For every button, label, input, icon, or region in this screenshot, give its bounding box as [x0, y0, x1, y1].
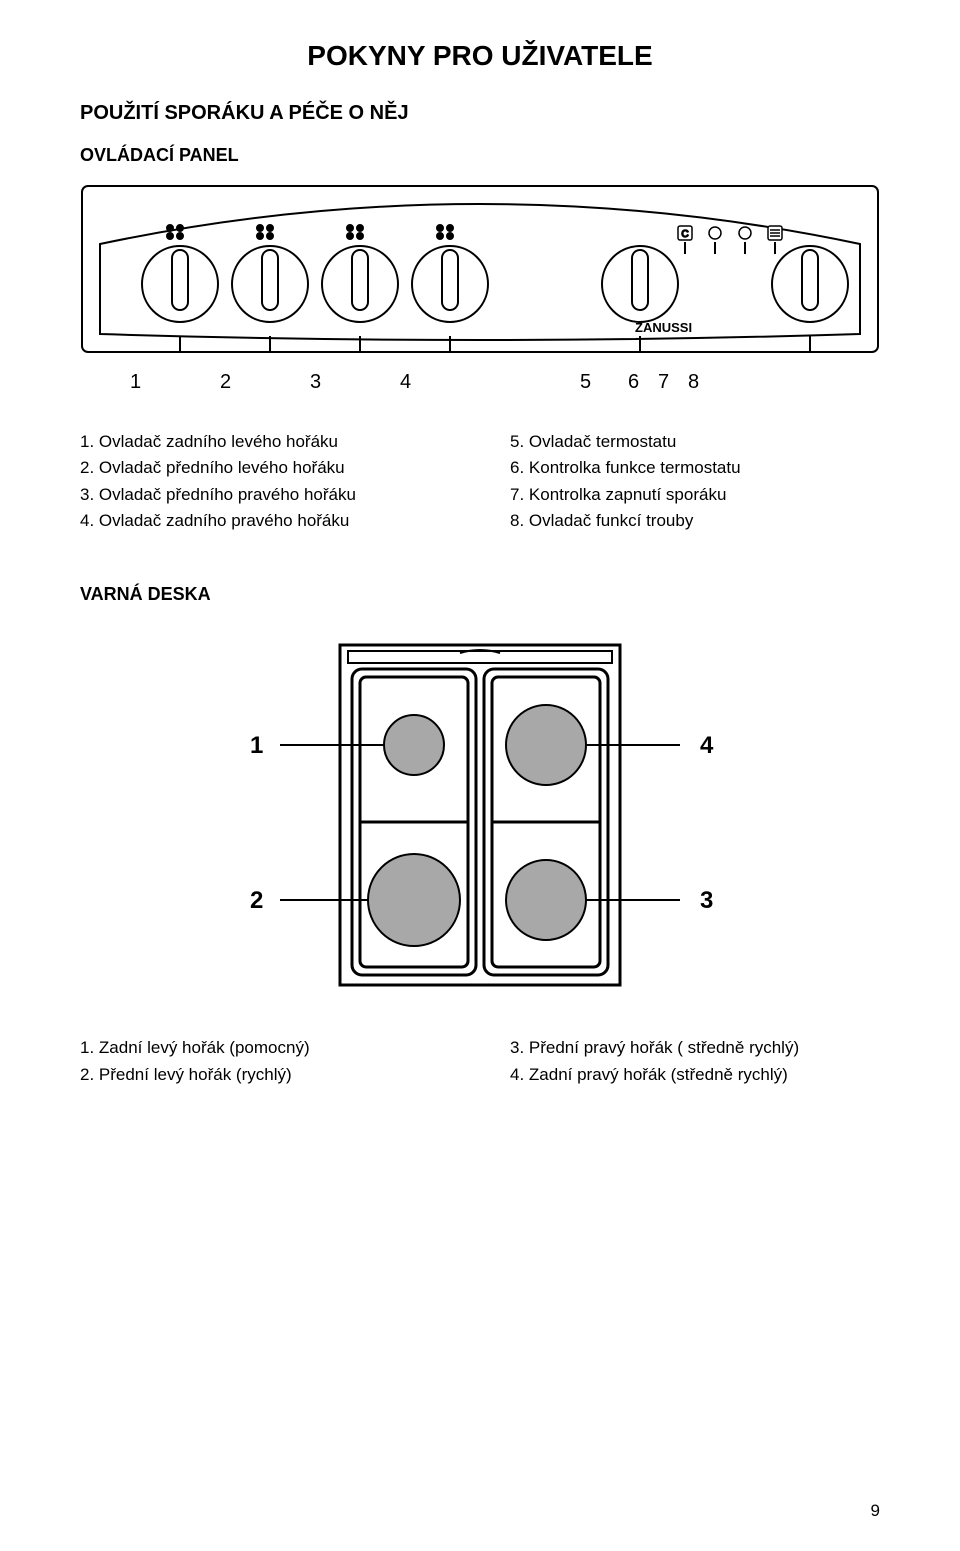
legend-item: 6. Kontrolka funkce termostatu — [510, 455, 880, 481]
panel-num-1: 1 — [130, 371, 220, 394]
legend-item: 1. Zadní levý hořák (pomocný) — [80, 1035, 450, 1061]
brand-text: ZANUSSI — [635, 320, 692, 335]
legend-item: 8. Ovladač funkcí trouby — [510, 508, 880, 534]
panel-legend: 1. Ovladač zadního levého hořáku 2. Ovla… — [80, 429, 880, 534]
panel-number-row: 1 2 3 4 5 6 7 8 — [80, 371, 880, 394]
page-title: POKYNY PRO UŽIVATELE — [80, 40, 880, 72]
panel-num-5: 5 — [580, 371, 628, 394]
burner-br — [506, 860, 586, 940]
page-subtitle: POUŽITÍ SPORÁKU A PÉČE O NĚJ — [80, 102, 880, 125]
panel-num-2: 2 — [220, 371, 310, 394]
legend-item: 2. Přední levý hořák (rychlý) — [80, 1062, 450, 1088]
svg-text:C: C — [681, 229, 688, 240]
panel-num-4: 4 — [400, 371, 580, 394]
knob-5 — [602, 246, 678, 322]
legend-item: 3. Přední pravý hořák ( středně rychlý) — [510, 1035, 880, 1061]
legend-item: 4. Ovladač zadního pravého hořáku — [80, 508, 450, 534]
panel-legend-left: 1. Ovladač zadního levého hořáku 2. Ovla… — [80, 429, 450, 534]
hob-heading: VARNÁ DESKA — [80, 584, 880, 605]
hob-legend-left: 1. Zadní levý hořák (pomocný) 2. Přední … — [80, 1035, 450, 1088]
hob-legend: 1. Zadní levý hořák (pomocný) 2. Přední … — [80, 1035, 880, 1088]
panel-num-8: 8 — [688, 371, 718, 394]
panel-legend-right: 5. Ovladač termostatu 6. Kontrolka funkc… — [510, 429, 880, 534]
hob-label-tl: 1 — [250, 732, 263, 759]
hob-label-bl: 2 — [250, 887, 263, 914]
legend-item: 7. Kontrolka zapnutí sporáku — [510, 482, 880, 508]
hob-label-tr: 4 — [700, 732, 714, 759]
hob-label-br: 3 — [700, 887, 713, 914]
burner-bl — [368, 854, 460, 946]
legend-item: 3. Ovladač předního pravého hořáku — [80, 482, 450, 508]
panel-num-7: 7 — [658, 371, 688, 394]
panel-num-3: 3 — [310, 371, 400, 394]
legend-item: 1. Ovladač zadního levého hořáku — [80, 429, 450, 455]
page-number: 9 — [871, 1501, 880, 1521]
control-panel-diagram: C ZANUSSI — [80, 184, 880, 354]
knob-8 — [772, 246, 848, 322]
burner-tr — [506, 705, 586, 785]
legend-item: 4. Zadní pravý hořák (středně rychlý) — [510, 1062, 880, 1088]
hob-legend-right: 3. Přední pravý hořák ( středně rychlý) … — [510, 1035, 880, 1088]
panel-heading: OVLÁDACÍ PANEL — [80, 145, 880, 166]
panel-num-6: 6 — [628, 371, 658, 394]
legend-item: 5. Ovladač termostatu — [510, 429, 880, 455]
burner-tl — [384, 715, 444, 775]
legend-item: 2. Ovladač předního levého hořáku — [80, 455, 450, 481]
hob-diagram: 1 4 2 3 — [220, 635, 740, 995]
